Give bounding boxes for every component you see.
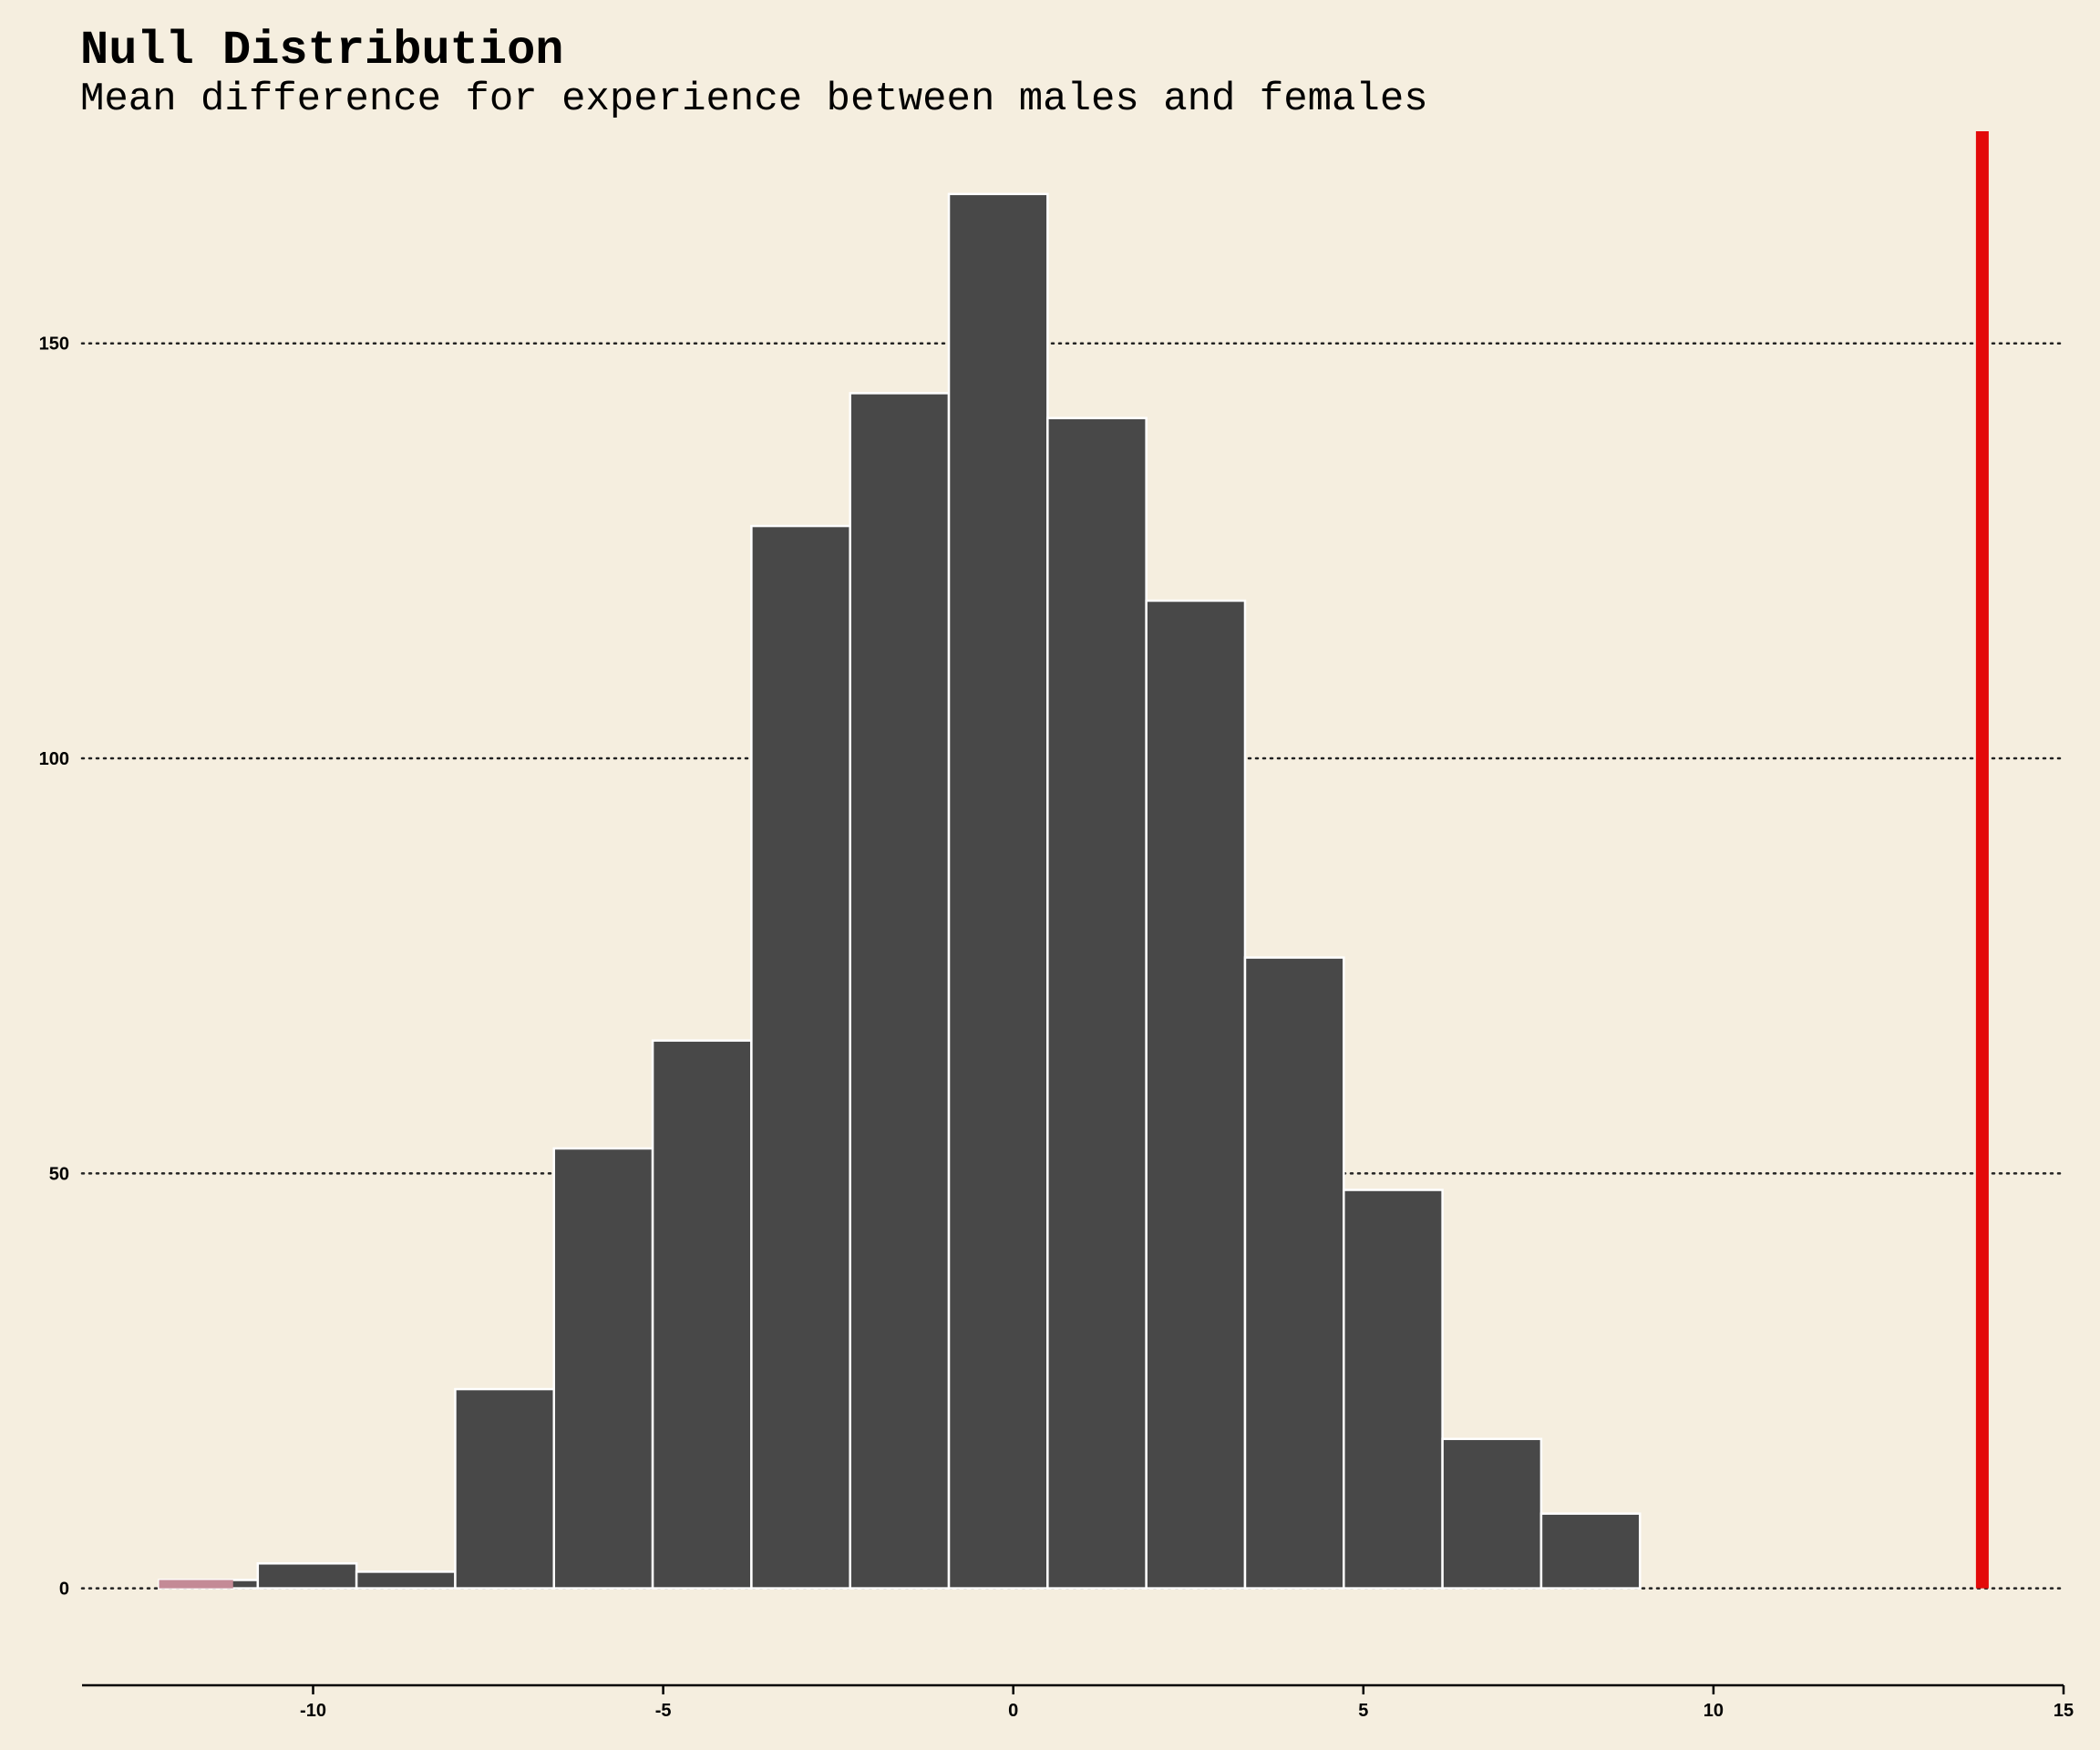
shaded-region xyxy=(159,1580,233,1589)
x-tick-label: 15 xyxy=(2054,1701,2074,1721)
histogram-bar xyxy=(552,1147,654,1590)
histogram-bar xyxy=(947,192,1049,1590)
y-tick-label: 150 xyxy=(39,335,69,355)
histogram-bar xyxy=(355,1570,457,1590)
bar-layer xyxy=(158,192,1642,1590)
chart-title: Null Distribution xyxy=(80,24,564,77)
y-tick-label: 100 xyxy=(39,749,69,769)
histogram-bar xyxy=(849,392,951,1590)
histogram-bar xyxy=(1343,1189,1444,1590)
histogram-bar xyxy=(651,1039,753,1590)
histogram-bar xyxy=(454,1387,556,1590)
histogram-bar xyxy=(750,524,851,1590)
y-tick-label: 0 xyxy=(59,1580,69,1600)
y-axis: 0 50 100 150 xyxy=(39,335,69,1600)
x-tick-label: 10 xyxy=(1704,1701,1724,1721)
x-tick-label: 5 xyxy=(1358,1701,1368,1721)
histogram-bar xyxy=(256,1562,358,1590)
y-tick-label: 50 xyxy=(49,1164,69,1184)
chart-subtitle: Mean difference for experience between m… xyxy=(80,77,1428,122)
x-tick-label: 0 xyxy=(1008,1701,1018,1721)
x-tick-label: -5 xyxy=(655,1701,672,1721)
histogram-bar xyxy=(1243,956,1345,1590)
histogram-bar xyxy=(1441,1437,1543,1590)
histogram-bar xyxy=(1145,599,1247,1590)
histogram-bar xyxy=(1046,417,1148,1590)
x-tick-label: -10 xyxy=(300,1701,326,1721)
x-axis: -10 -5 0 5 10 15 xyxy=(82,1683,2074,1721)
histogram-bar xyxy=(1539,1512,1642,1590)
